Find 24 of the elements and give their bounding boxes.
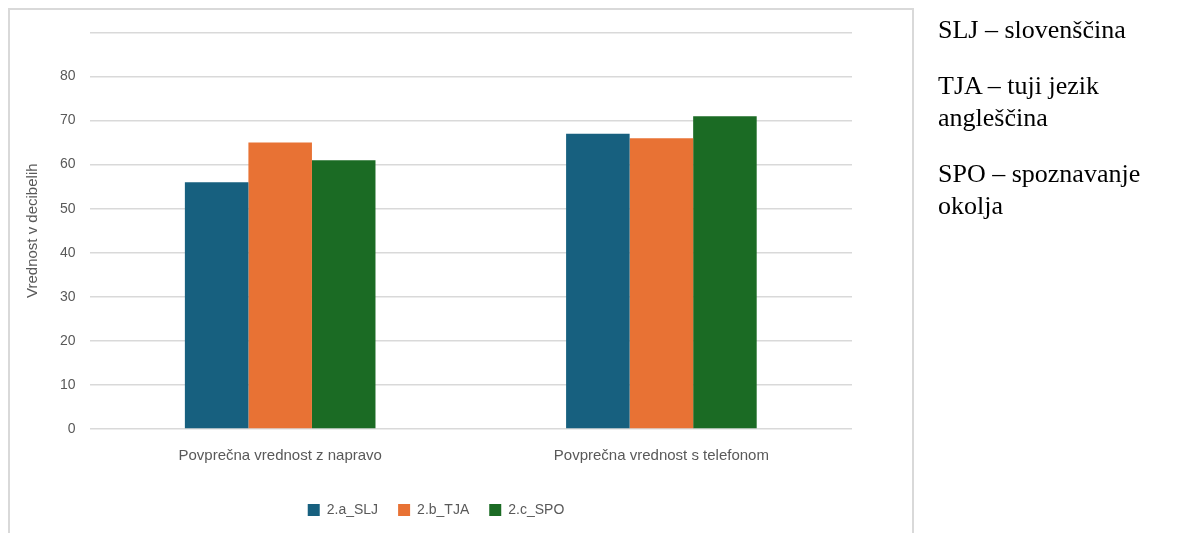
bar bbox=[311, 160, 376, 429]
y-tick-label: 20 bbox=[59, 331, 76, 348]
y-tick-label: 10 bbox=[59, 375, 76, 392]
y-tick-label: 0 bbox=[67, 419, 76, 436]
x-tick-label: Povprečna vrednost s telefonom bbox=[553, 446, 769, 464]
bar bbox=[629, 138, 694, 429]
legend-label: 2.b_TJA bbox=[417, 500, 470, 517]
y-tick-label: 40 bbox=[59, 243, 76, 260]
bar bbox=[693, 116, 757, 429]
text: TJA – tuji jezik angleščina bbox=[938, 70, 1101, 134]
legend-label: 2.c_SPO bbox=[508, 500, 565, 517]
y-tick-label: 30 bbox=[59, 287, 76, 304]
y-tick-label: 70 bbox=[59, 111, 76, 128]
bar bbox=[248, 142, 312, 429]
y-tick-label: 60 bbox=[59, 155, 76, 172]
x-tick-label: Povprečna vrednost z napravo bbox=[178, 446, 382, 464]
legend-label: 2.a_SLJ bbox=[326, 500, 379, 517]
bar bbox=[566, 133, 630, 429]
y-tick-label: 50 bbox=[59, 199, 76, 216]
y-axis-title: Vrednost v decibelih bbox=[23, 163, 41, 298]
bar bbox=[184, 182, 249, 429]
y-tick-label: 80 bbox=[59, 67, 76, 84]
text: SLJ – slovenščina bbox=[938, 14, 1127, 46]
text: SPO – spoznavanje okolja bbox=[938, 158, 1142, 222]
